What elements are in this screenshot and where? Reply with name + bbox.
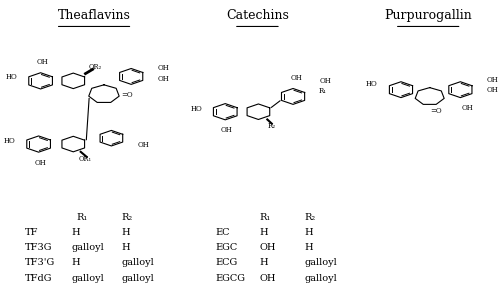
Text: H: H: [122, 228, 130, 237]
Text: OR₁: OR₁: [78, 156, 92, 163]
Text: Theaflavins: Theaflavins: [58, 9, 130, 22]
Text: galloyl: galloyl: [122, 274, 154, 283]
Text: OH: OH: [290, 74, 302, 82]
Text: R₂: R₂: [268, 122, 276, 130]
Text: ECG: ECG: [216, 258, 238, 268]
Text: EGCG: EGCG: [216, 274, 246, 283]
Text: galloyl: galloyl: [72, 274, 104, 283]
Text: H: H: [304, 228, 313, 237]
Text: H: H: [122, 243, 130, 252]
Text: OH: OH: [138, 141, 149, 149]
Text: OH: OH: [260, 274, 276, 283]
Text: galloyl: galloyl: [304, 274, 337, 283]
Text: TF3'G: TF3'G: [25, 258, 55, 268]
Text: HO: HO: [366, 80, 377, 88]
Text: OR₂: OR₂: [89, 63, 102, 71]
Text: galloyl: galloyl: [72, 243, 104, 252]
Text: galloyl: galloyl: [122, 258, 154, 268]
Text: OH: OH: [260, 243, 276, 252]
Text: Catechins: Catechins: [226, 9, 289, 22]
Text: H: H: [260, 258, 268, 268]
Text: HO: HO: [6, 73, 18, 81]
Text: OH: OH: [157, 64, 169, 72]
Text: H: H: [72, 228, 80, 237]
Text: HO: HO: [190, 105, 202, 113]
Text: TFdG: TFdG: [25, 274, 52, 283]
Text: OH: OH: [462, 104, 473, 112]
Text: H: H: [304, 243, 313, 252]
Text: H: H: [260, 228, 268, 237]
Text: OH: OH: [486, 86, 498, 94]
Text: OH: OH: [221, 126, 232, 134]
Text: OH: OH: [36, 58, 48, 66]
Text: OH: OH: [34, 158, 46, 167]
Text: HO: HO: [4, 136, 16, 145]
Text: OH: OH: [486, 76, 498, 84]
Text: R₂: R₂: [122, 213, 132, 222]
Text: EGC: EGC: [216, 243, 238, 252]
Text: R₁: R₁: [319, 87, 327, 95]
Text: R₁: R₁: [76, 213, 88, 222]
Text: EC: EC: [216, 228, 230, 237]
Text: OH: OH: [320, 76, 332, 85]
Text: =O: =O: [121, 91, 133, 99]
Text: OH: OH: [157, 75, 169, 83]
Text: =O: =O: [430, 106, 442, 115]
Text: TF: TF: [25, 228, 38, 237]
Text: Purpurogallin: Purpurogallin: [384, 9, 472, 22]
Text: R₂: R₂: [304, 213, 316, 222]
Text: H: H: [72, 258, 80, 268]
Text: TF3G: TF3G: [25, 243, 52, 252]
Text: galloyl: galloyl: [304, 258, 337, 268]
Text: R₁: R₁: [260, 213, 271, 222]
